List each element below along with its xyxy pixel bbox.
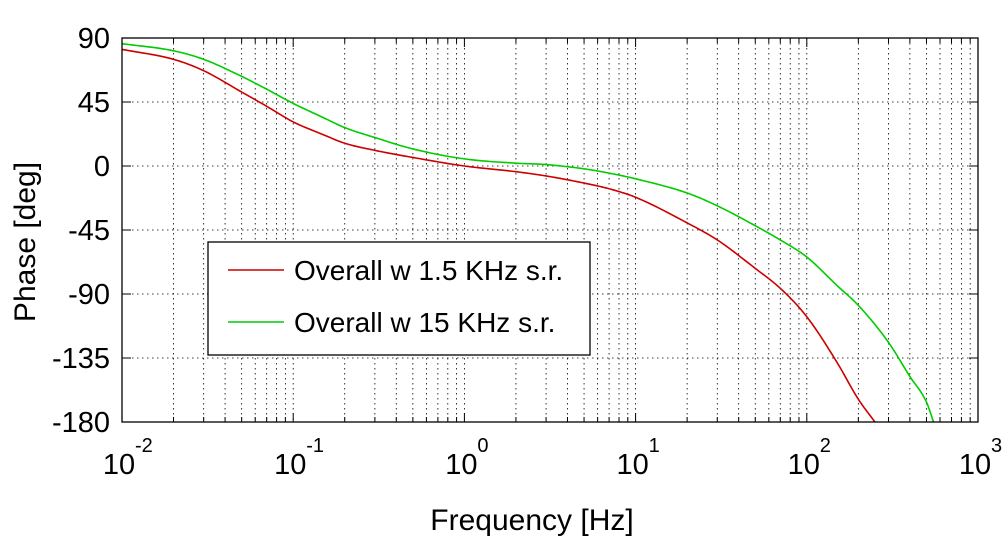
- series-line-2: [122, 42, 935, 422]
- series-lines: [122, 42, 935, 422]
- x-tick-label: 10: [445, 449, 477, 481]
- x-tick-exponent: 1: [649, 435, 660, 457]
- legend-label-series-1: Overall w 1.5 KHz s.r.: [294, 255, 563, 286]
- x-tick-exponent: -2: [135, 435, 153, 457]
- x-tick-label: 10: [788, 449, 820, 481]
- series-line-1: [122, 48, 876, 422]
- y-tick-label: -90: [68, 279, 110, 311]
- x-tick-label: 10: [616, 449, 648, 481]
- x-axis-title: Frequency [Hz]: [430, 504, 633, 537]
- y-tick-label: -180: [52, 407, 110, 439]
- legend: Overall w 1.5 KHz s.r. Overall w 15 KHz …: [207, 241, 591, 356]
- axis-ticks: [121, 37, 979, 423]
- x-tick-label: 10: [274, 449, 306, 481]
- y-tick-label: 90: [78, 23, 110, 55]
- x-tick-exponent: 2: [820, 435, 831, 457]
- y-tick-label: 45: [78, 87, 110, 119]
- y-axis-title: Phase [deg]: [9, 162, 42, 322]
- x-tick-exponent: -1: [306, 435, 324, 457]
- legend-box: [207, 241, 591, 356]
- y-tick-label: 0: [94, 151, 110, 183]
- legend-label-series-2: Overall w 15 KHz s.r.: [294, 307, 555, 338]
- y-tick-label: -135: [52, 343, 110, 375]
- x-tick-exponent: 0: [477, 435, 488, 457]
- y-tick-label: -45: [68, 215, 110, 247]
- x-tick-label: 10: [959, 449, 991, 481]
- x-tick-exponent: 3: [991, 435, 1002, 457]
- x-tick-label: 10: [103, 449, 135, 481]
